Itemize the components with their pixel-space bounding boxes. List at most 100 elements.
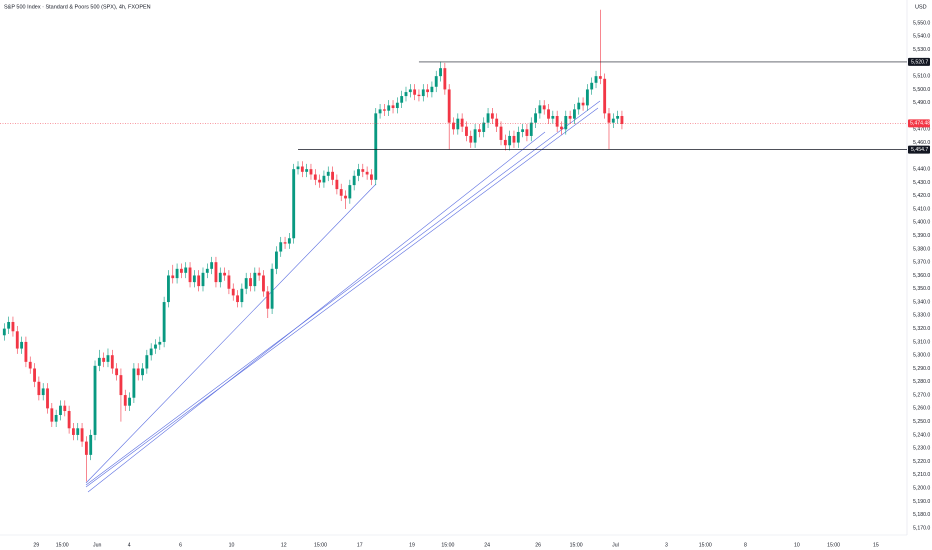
candle-body bbox=[197, 275, 201, 287]
candle-body bbox=[102, 357, 106, 362]
candle-body bbox=[128, 397, 131, 406]
y-tick-label: 5,440.0 bbox=[913, 167, 930, 173]
candle-body bbox=[2, 328, 6, 336]
y-tick-label: 5,190.0 bbox=[913, 499, 930, 505]
x-tick-label: 24 bbox=[484, 542, 490, 548]
y-tick-label: 5,380.0 bbox=[913, 246, 930, 252]
candle-body bbox=[115, 368, 119, 376]
y-tick-label: 5,280.0 bbox=[913, 379, 930, 385]
candle-body bbox=[162, 302, 166, 342]
x-tick-label: 15 bbox=[873, 542, 879, 548]
candle-body bbox=[408, 89, 412, 93]
y-tick-label: 5,410.0 bbox=[913, 206, 930, 212]
candle-body bbox=[477, 129, 481, 132]
y-tick-label: 5,210.0 bbox=[913, 472, 930, 478]
currency: USD bbox=[915, 4, 927, 10]
candle-body bbox=[214, 262, 218, 283]
candle-body bbox=[560, 126, 563, 130]
candle-body bbox=[426, 89, 430, 93]
x-tick-label: 15:00 bbox=[827, 542, 840, 548]
candle-body bbox=[11, 321, 15, 332]
candle-body bbox=[318, 179, 322, 183]
candle-body bbox=[28, 361, 32, 369]
candle-body bbox=[240, 288, 244, 303]
candle-body bbox=[93, 365, 97, 435]
candle-body bbox=[413, 89, 417, 95]
x-tick-label: 4 bbox=[128, 542, 131, 548]
candle-body bbox=[322, 175, 326, 183]
candle-body bbox=[516, 131, 520, 143]
candle-body bbox=[404, 92, 408, 97]
candle-body bbox=[15, 331, 19, 349]
candle-body bbox=[534, 113, 537, 123]
x-tick-label: Jul bbox=[612, 542, 619, 548]
candle-body bbox=[417, 94, 421, 97]
price-label-box bbox=[908, 145, 930, 154]
plot bbox=[0, 9, 907, 482]
x-tick-label: 17 bbox=[357, 542, 363, 548]
candle-body bbox=[460, 118, 464, 127]
candle-body bbox=[145, 355, 149, 369]
candle-body bbox=[590, 82, 594, 90]
candle-body bbox=[357, 169, 360, 176]
x-tick-label: 15:00 bbox=[570, 542, 583, 548]
last-price-box bbox=[908, 119, 930, 128]
candle-body bbox=[447, 89, 451, 123]
price-label: 5,520.7 bbox=[911, 59, 928, 65]
y-tick-label: 5,320.0 bbox=[913, 326, 930, 332]
candle-body bbox=[184, 267, 188, 273]
candle-body bbox=[223, 272, 227, 276]
candle-body bbox=[482, 122, 486, 132]
candle-body bbox=[292, 169, 296, 239]
candle-body bbox=[585, 89, 589, 106]
price-label: 5,454.7 bbox=[911, 147, 928, 153]
candle-body bbox=[439, 68, 442, 77]
candle-body bbox=[89, 434, 93, 455]
candle-body bbox=[231, 288, 235, 296]
chart-title: S&P 500 Index · Standard & Poors 500 (SP… bbox=[4, 4, 151, 10]
candle-body bbox=[525, 129, 529, 136]
y-tick-label: 5,470.0 bbox=[913, 127, 930, 133]
candle-body bbox=[149, 348, 153, 356]
x-tick-label: 6 bbox=[179, 542, 182, 548]
x-tick-label: 15:00 bbox=[56, 542, 69, 548]
candle-body bbox=[370, 174, 373, 180]
candle-body bbox=[300, 166, 304, 172]
candle-body bbox=[158, 341, 162, 345]
candle-body bbox=[568, 116, 572, 119]
candle-body bbox=[218, 272, 222, 283]
candle-body bbox=[344, 195, 347, 199]
candle-body bbox=[503, 139, 507, 146]
candle-body bbox=[339, 189, 343, 196]
y-tick-label: 5,540.0 bbox=[913, 34, 930, 40]
x-tick-label: 10 bbox=[229, 542, 235, 548]
candle-body bbox=[201, 272, 205, 287]
last-price-label: 5,474.48 bbox=[910, 121, 930, 127]
candle-body bbox=[67, 411, 71, 429]
y-tick-label: 5,460.0 bbox=[913, 140, 930, 146]
y-tick-label: 5,170.0 bbox=[913, 525, 930, 531]
x-tick-label: 15:00 bbox=[699, 542, 712, 548]
candle-body bbox=[41, 388, 45, 396]
candle-body bbox=[63, 405, 67, 412]
y-tick-label: 5,200.0 bbox=[913, 485, 930, 491]
x-tick-label: 26 bbox=[535, 542, 541, 548]
candle-body bbox=[611, 118, 615, 123]
candle-body bbox=[59, 405, 62, 416]
y-tick-label: 5,350.0 bbox=[913, 286, 930, 292]
y-tick-label: 5,360.0 bbox=[913, 273, 930, 279]
x-tick-label: 8 bbox=[744, 542, 747, 548]
candle-body bbox=[335, 179, 339, 190]
x-tick-label: 15:00 bbox=[441, 542, 454, 548]
candle-body bbox=[266, 291, 270, 309]
candle-body bbox=[542, 105, 546, 110]
candle-body bbox=[179, 268, 183, 273]
x-tick-label: 12 bbox=[281, 542, 287, 548]
candle-body bbox=[594, 76, 598, 83]
y-tick-label: 5,550.0 bbox=[913, 20, 930, 26]
candle-body bbox=[296, 166, 300, 170]
candle-body bbox=[616, 116, 620, 119]
candle-body bbox=[577, 102, 581, 110]
